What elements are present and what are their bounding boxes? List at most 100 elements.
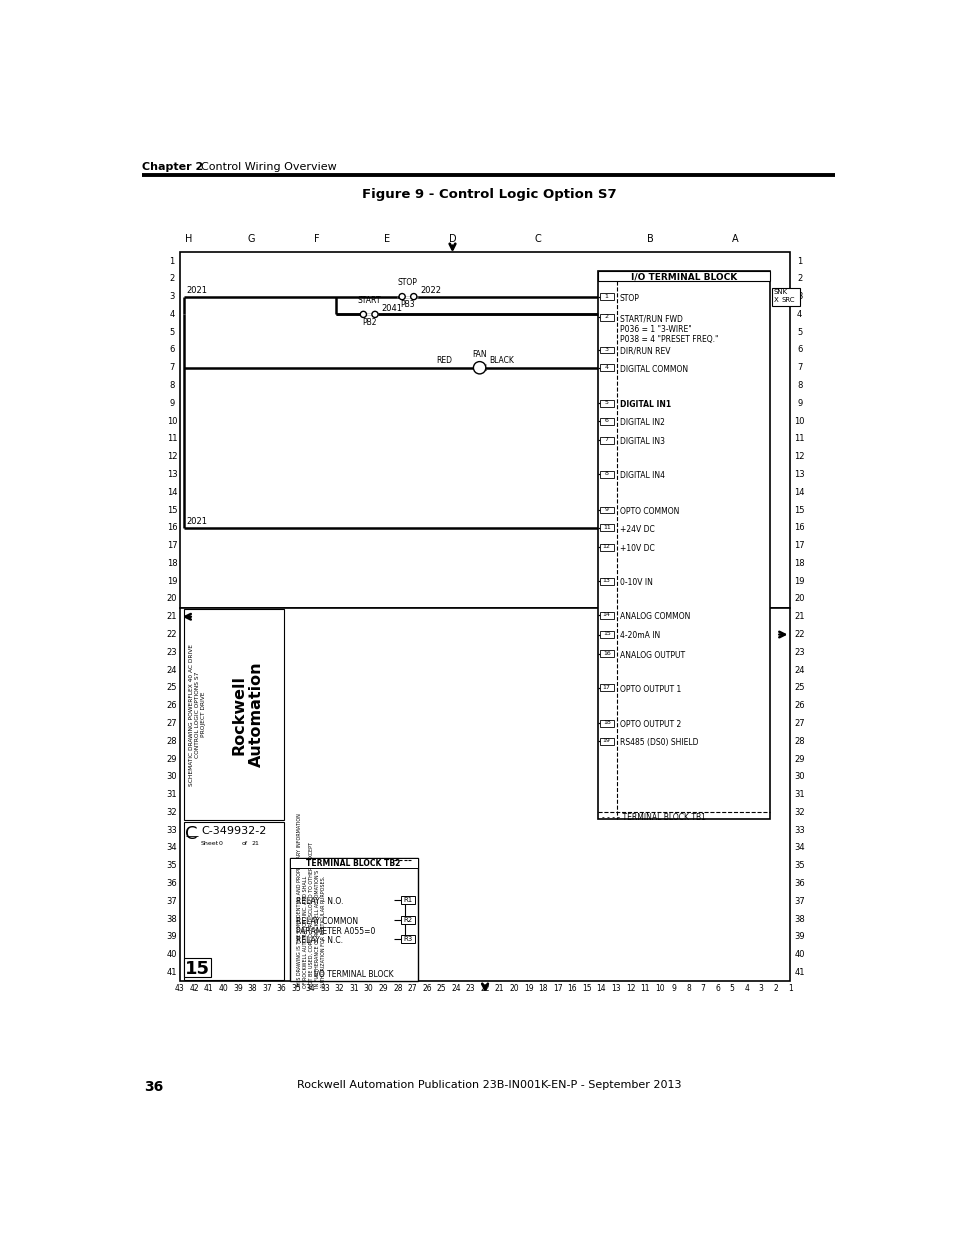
Text: 16: 16 <box>794 524 804 532</box>
Text: PB3: PB3 <box>400 300 415 310</box>
Text: PB2: PB2 <box>361 319 376 327</box>
Text: 41: 41 <box>794 968 804 977</box>
Text: 23: 23 <box>167 648 177 657</box>
Text: 3: 3 <box>604 347 608 352</box>
Text: 5: 5 <box>169 327 174 337</box>
Text: 1: 1 <box>604 294 608 299</box>
Text: 0: 0 <box>218 841 222 846</box>
Text: 12: 12 <box>602 545 610 550</box>
Bar <box>599 437 613 443</box>
Text: DIGITAL IN4: DIGITAL IN4 <box>619 472 664 480</box>
Text: RED: RED <box>436 357 452 366</box>
Text: 36: 36 <box>144 1079 163 1094</box>
Text: 38: 38 <box>794 915 804 924</box>
Text: 36: 36 <box>276 984 286 993</box>
Text: 4: 4 <box>604 364 608 369</box>
Text: RELAY - N.O.: RELAY - N.O. <box>295 897 343 905</box>
Text: 5: 5 <box>729 984 734 993</box>
Text: 19: 19 <box>794 577 804 585</box>
Text: C: C <box>534 235 540 245</box>
Text: 26: 26 <box>167 701 177 710</box>
Text: of: of <box>241 841 248 846</box>
Text: 22: 22 <box>479 984 489 993</box>
Text: 20: 20 <box>794 594 804 604</box>
Text: 2022: 2022 <box>419 287 440 295</box>
Text: 15: 15 <box>581 984 591 993</box>
Text: 10: 10 <box>167 416 177 426</box>
Text: Figure 9 - Control Logic Option S7: Figure 9 - Control Logic Option S7 <box>361 188 616 201</box>
Text: 1: 1 <box>797 257 801 266</box>
Text: 25: 25 <box>436 984 446 993</box>
Circle shape <box>473 362 485 374</box>
Text: ANALOG OUTPUT: ANALOG OUTPUT <box>619 651 684 659</box>
Text: 35: 35 <box>167 861 177 871</box>
Text: 37: 37 <box>794 897 804 905</box>
Text: 32: 32 <box>794 808 804 816</box>
Text: 18: 18 <box>602 720 610 725</box>
Bar <box>599 471 613 478</box>
Text: 14: 14 <box>794 488 804 496</box>
Text: 41: 41 <box>167 968 177 977</box>
Text: STOP: STOP <box>397 278 417 288</box>
Text: H: H <box>185 235 193 245</box>
Text: 26: 26 <box>794 701 804 710</box>
Text: D: D <box>448 235 456 245</box>
Text: 21: 21 <box>252 841 259 846</box>
Text: E: E <box>383 235 389 245</box>
Text: 42: 42 <box>190 984 199 993</box>
Text: OPTO OUTPUT 1: OPTO OUTPUT 1 <box>619 684 680 694</box>
Text: 25: 25 <box>794 683 804 693</box>
Text: 22: 22 <box>167 630 177 638</box>
Text: +24V DC: +24V DC <box>619 525 654 534</box>
Text: B: B <box>646 235 653 245</box>
Text: 16: 16 <box>567 984 577 993</box>
Bar <box>771 288 799 305</box>
Bar <box>599 506 613 514</box>
Bar <box>400 895 415 904</box>
Text: 41: 41 <box>204 984 213 993</box>
Text: I/O TERMINAL BLOCK: I/O TERMINAL BLOCK <box>314 969 393 979</box>
Text: 11: 11 <box>639 984 649 993</box>
Bar <box>599 631 613 638</box>
Text: 33: 33 <box>167 826 177 835</box>
Text: SRC: SRC <box>781 296 794 303</box>
Text: 28: 28 <box>794 737 804 746</box>
Text: 16: 16 <box>602 651 610 656</box>
Text: 31: 31 <box>794 790 804 799</box>
Text: ANALOG COMMON: ANALOG COMMON <box>619 613 690 621</box>
Text: C: C <box>185 825 197 844</box>
Text: 34: 34 <box>167 844 177 852</box>
Text: 15: 15 <box>602 631 610 636</box>
Text: 5: 5 <box>797 327 801 337</box>
Text: 32: 32 <box>167 808 177 816</box>
Text: 36: 36 <box>794 879 804 888</box>
Text: 8: 8 <box>796 382 801 390</box>
Text: 9: 9 <box>169 399 174 408</box>
Text: R1: R1 <box>402 897 412 903</box>
Text: START/RUN FWD
P036 = 1 "3-WIRE"
P038 = 4 "PRESET FREQ.": START/RUN FWD P036 = 1 "3-WIRE" P038 = 4… <box>619 315 718 345</box>
Text: 7: 7 <box>604 437 608 442</box>
Text: 28: 28 <box>393 984 402 993</box>
Text: 27: 27 <box>407 984 416 993</box>
Text: 13: 13 <box>611 984 620 993</box>
Text: 39: 39 <box>167 932 177 941</box>
Text: 24: 24 <box>794 666 804 674</box>
Text: 13: 13 <box>602 578 610 583</box>
Text: C-349932-2: C-349932-2 <box>201 826 266 836</box>
Text: 15: 15 <box>185 960 210 978</box>
Text: TERMINAL BLOCK TB2: TERMINAL BLOCK TB2 <box>306 860 400 868</box>
Text: 34: 34 <box>305 984 315 993</box>
Text: X: X <box>773 296 778 303</box>
Text: 34: 34 <box>794 844 804 852</box>
Bar <box>599 525 613 531</box>
Text: DIGITAL IN1: DIGITAL IN1 <box>619 400 670 409</box>
Text: 29: 29 <box>794 755 804 763</box>
Text: 7: 7 <box>169 363 174 372</box>
Bar <box>599 417 613 425</box>
Text: 12: 12 <box>625 984 635 993</box>
Text: Rockwell
Automation: Rockwell Automation <box>232 662 264 767</box>
Text: R3: R3 <box>402 936 412 942</box>
Text: 37: 37 <box>262 984 272 993</box>
Text: 7: 7 <box>700 984 705 993</box>
Circle shape <box>372 311 377 317</box>
